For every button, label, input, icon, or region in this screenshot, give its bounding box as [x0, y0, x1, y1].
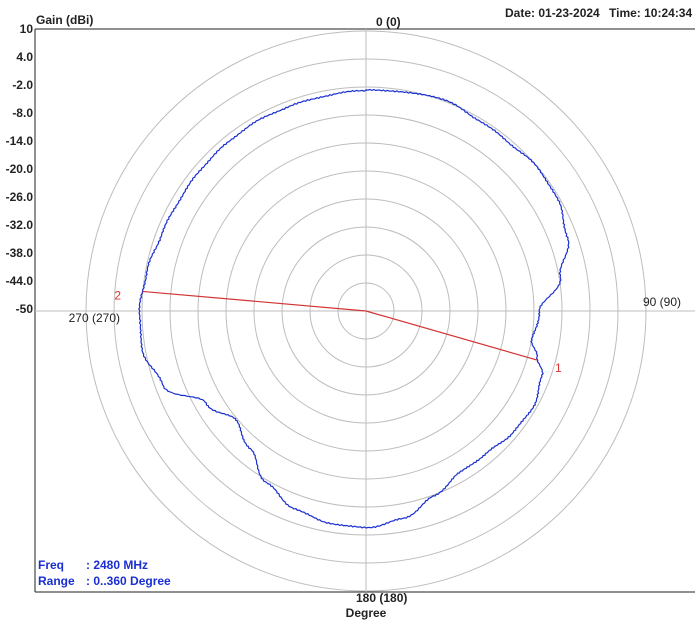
time-label: Time: 10:24:34: [609, 6, 692, 20]
angle-label: 180 (180): [356, 591, 407, 605]
marker-line-2: [142, 290, 367, 312]
radial-tick-label: -2.0: [12, 78, 33, 92]
radial-tick-label: -38.0: [6, 246, 34, 260]
marker-label-1: 1: [555, 361, 562, 375]
radial-tick-label: -44.0: [6, 274, 34, 288]
range-label: Range: [38, 574, 75, 588]
angle-labels: 0 (0) 90 (90) 180 (180) 270 (270): [69, 15, 681, 605]
radial-tick-label: -14.0: [6, 134, 34, 148]
radial-tick-label: -20.0: [6, 162, 34, 176]
freq-label: Freq: [38, 558, 64, 572]
marker-line-1: [365, 310, 538, 361]
angle-label: 0 (0): [376, 15, 401, 29]
radial-tick-label: -50: [16, 302, 34, 316]
radial-tick-label: -8.0: [12, 106, 33, 120]
marker-layer: 12: [114, 288, 562, 375]
date-label: Date: 01-23-2024: [505, 6, 600, 20]
angle-label: 270 (270): [69, 311, 120, 325]
radial-tick-label: -26.0: [6, 190, 34, 204]
radial-tick-labels: 10 4.0 -2.0 -8.0 -14.0 -20.0 -26.0 -32.0 -38.0 -4…: [6, 22, 34, 316]
series-trace: [138, 88, 570, 529]
range-value: : 0..360 Degree: [86, 574, 171, 588]
freq-value: : 2480 MHz: [86, 558, 148, 572]
marker-label-2: 2: [114, 288, 121, 302]
x-axis-title: Degree: [346, 606, 387, 620]
trace-layer: [138, 88, 570, 529]
grid: [35, 29, 695, 592]
radial-tick-label: 10: [20, 22, 34, 36]
y-axis-title: Gain (dBi): [36, 13, 93, 27]
radial-tick-label: 4.0: [16, 50, 33, 64]
radial-tick-label: -32.0: [6, 218, 34, 232]
angle-label: 90 (90): [643, 295, 681, 309]
